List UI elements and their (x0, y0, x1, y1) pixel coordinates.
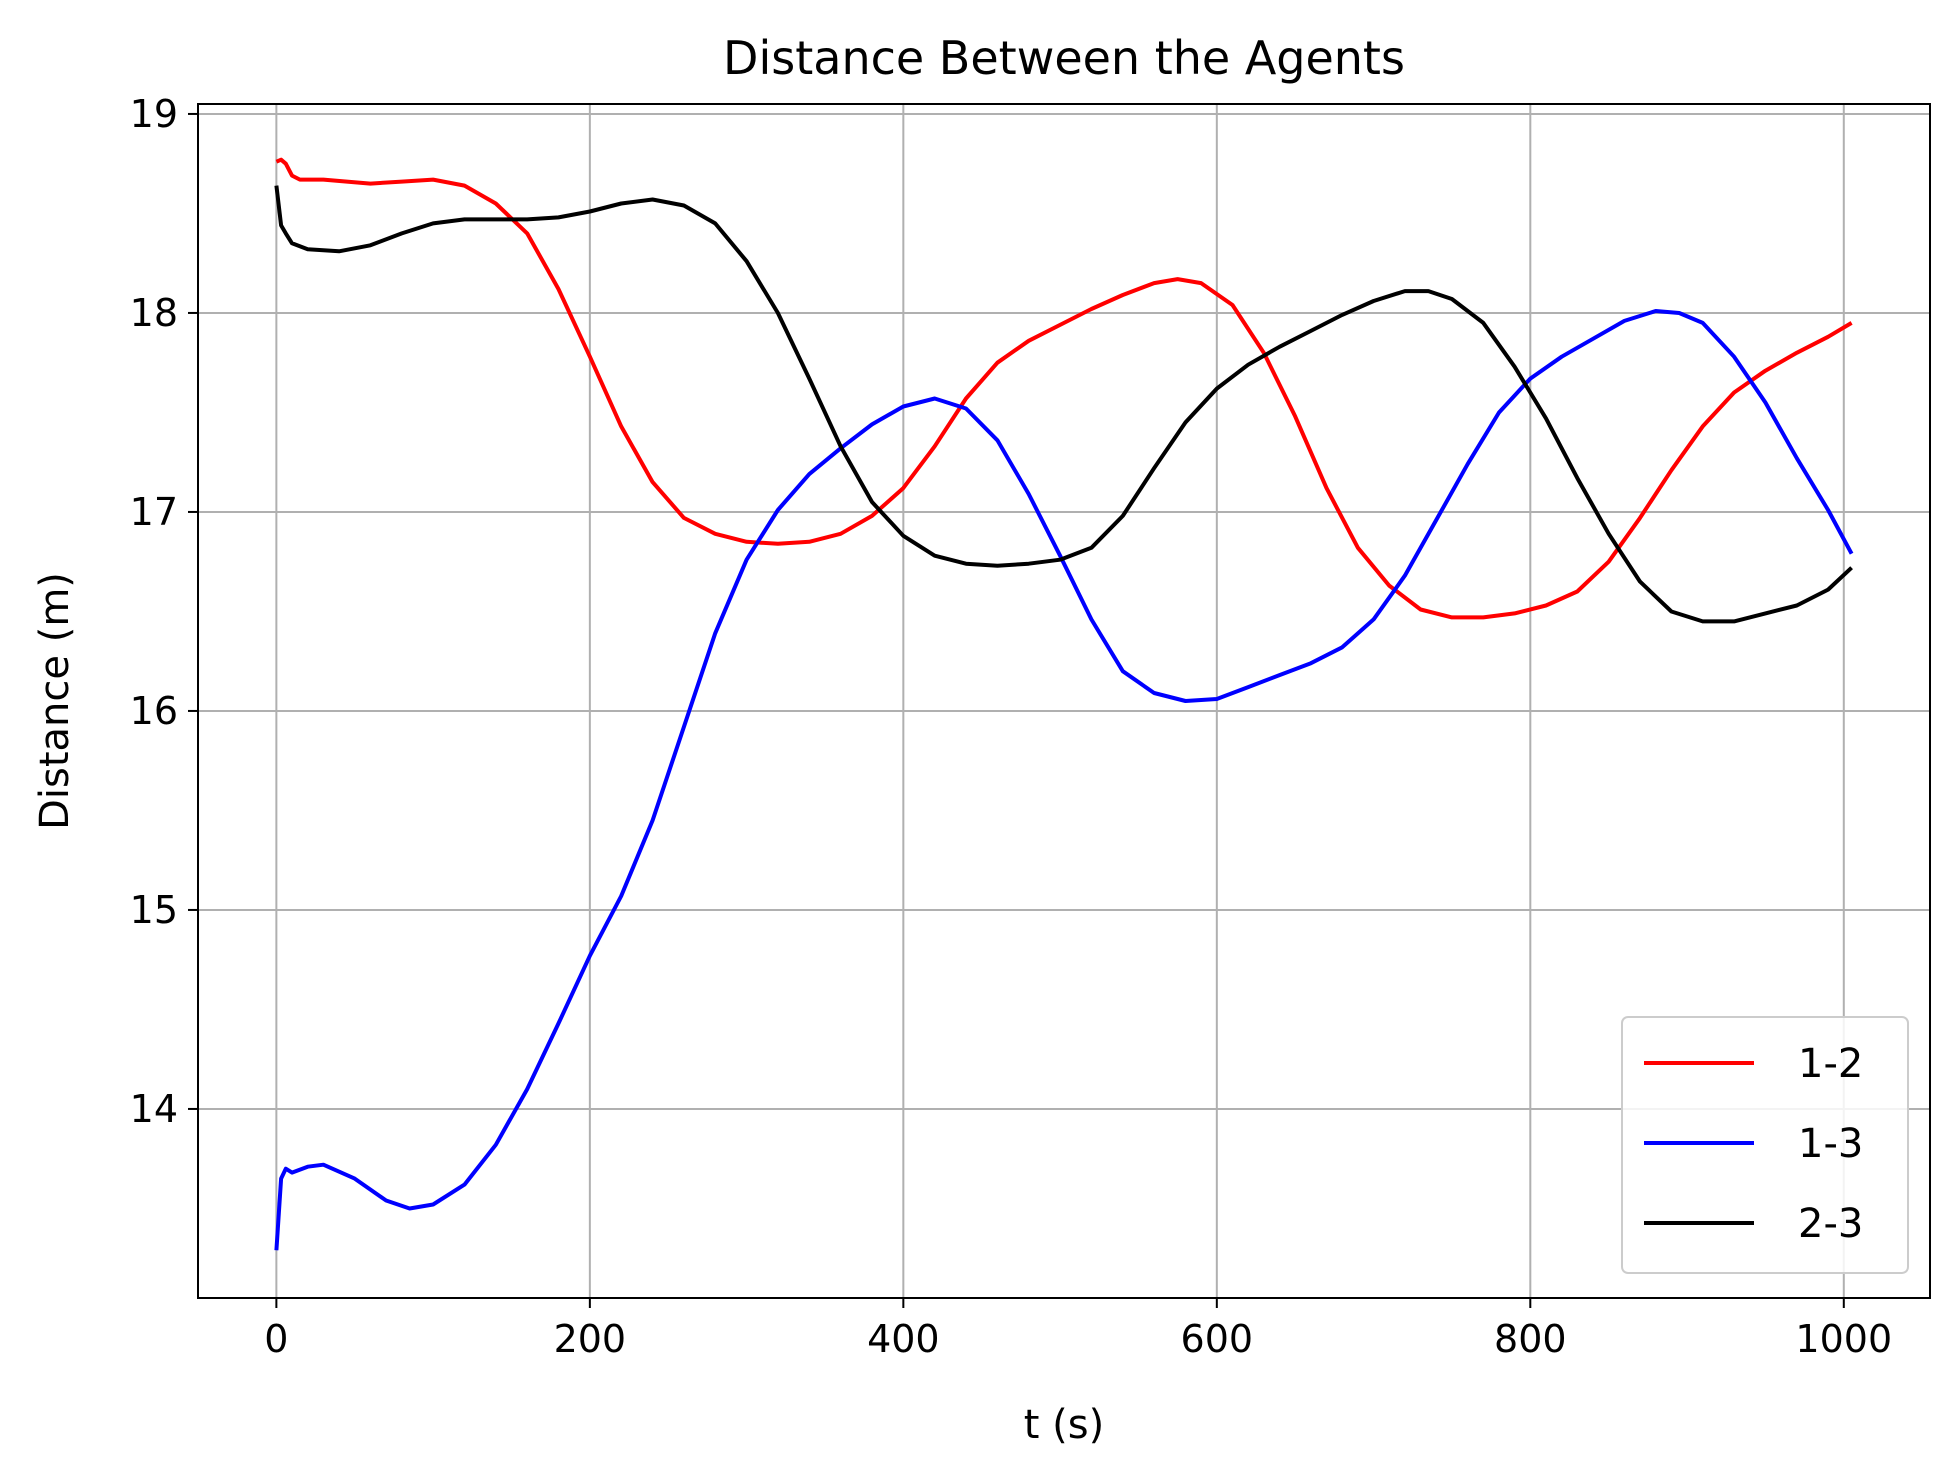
y-tick-label: 16 (130, 689, 178, 733)
y-tick-label: 18 (130, 291, 178, 335)
series-line-1-3 (274, 309, 1854, 1251)
y-tick-label: 19 (130, 92, 178, 136)
x-tick-label: 200 (554, 1317, 627, 1361)
y-tick-label: 15 (130, 888, 178, 932)
y-tick-label: 14 (130, 1087, 178, 1131)
axis-ticks: 0 200 400 600 800 1000 14 15 16 17 18 19 (130, 92, 1893, 1361)
gridlines (198, 104, 1930, 1298)
x-tick-label: 1000 (1795, 1317, 1892, 1361)
legend: 1-2 1-3 2-3 (1621, 1016, 1909, 1274)
series-lines (274, 157, 1854, 1251)
x-tick-label: 0 (264, 1317, 288, 1361)
chart-title: Distance Between the Agents (723, 31, 1405, 85)
series-line-2-3 (274, 185, 1853, 624)
legend-label-2-3: 2-3 (1798, 1201, 1863, 1247)
x-axis-label: t (s) (1024, 1402, 1104, 1448)
y-axis-label: Distance (m) (32, 572, 78, 830)
legend-label-1-2: 1-2 (1798, 1041, 1863, 1087)
x-tick-label: 800 (1494, 1317, 1567, 1361)
y-tick-label: 17 (130, 490, 178, 534)
plot-frame (197, 103, 1931, 1299)
legend-label-1-3: 1-3 (1798, 1121, 1863, 1167)
x-tick-label: 600 (1181, 1317, 1254, 1361)
x-tick-label: 400 (867, 1317, 940, 1361)
series-line-1-2 (275, 157, 1853, 620)
legend-box (1621, 1016, 1909, 1274)
